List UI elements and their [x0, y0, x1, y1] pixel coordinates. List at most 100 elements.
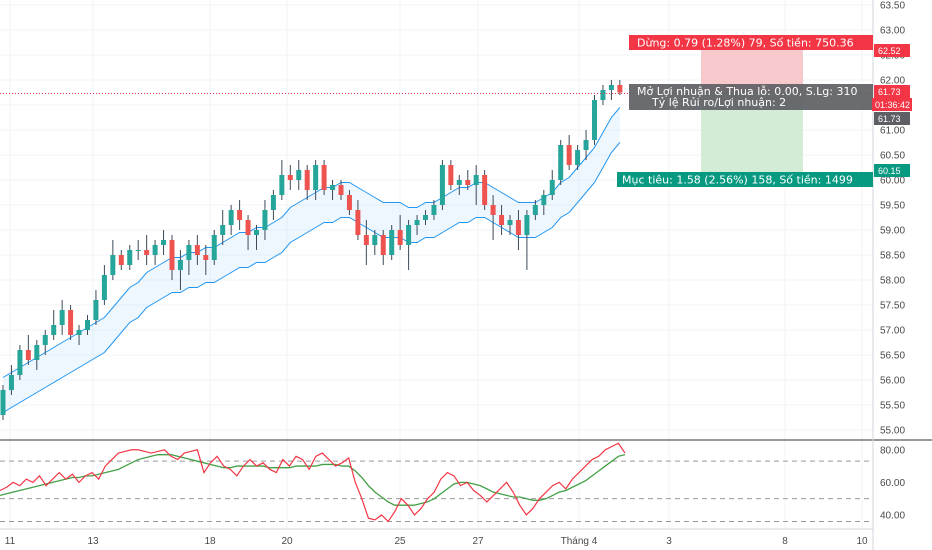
oscillator-tick-label: 40.00 — [880, 510, 905, 521]
candle — [431, 200, 437, 220]
candle — [338, 180, 344, 200]
price-tick-label: 56.50 — [880, 351, 905, 362]
candle — [279, 160, 285, 200]
candle — [566, 135, 572, 170]
candle — [161, 230, 167, 255]
candle — [144, 235, 150, 265]
risk-reward-label: Tỷ lệ Rủi ro/Lợi nhuận: 2 — [651, 96, 786, 109]
price-axis: 55.00 55.50 56.00 56.50 57.00 57.50 58.00 58.50… — [880, 1, 905, 437]
candle — [254, 225, 259, 250]
oscillator-rsi-line — [0, 442, 626, 523]
candlestick-series — [0, 80, 623, 420]
price-tick-label: 56.00 — [880, 376, 905, 387]
candle — [321, 160, 327, 195]
oscillator-ma-line — [0, 454, 626, 506]
candle — [152, 240, 158, 265]
candle — [490, 195, 496, 240]
candle — [499, 205, 505, 235]
candle — [414, 215, 420, 235]
target-price-tag: 60.15 — [878, 166, 901, 176]
candle — [186, 240, 192, 275]
candle — [68, 305, 74, 340]
candle — [42, 330, 48, 355]
time-tick-label: 13 — [87, 536, 99, 547]
candle — [262, 200, 268, 240]
candle — [397, 215, 403, 250]
candle — [524, 210, 530, 270]
candle — [448, 160, 454, 190]
moving-average-band — [2, 107, 621, 413]
candle — [194, 235, 200, 265]
stop-loss-label: Dừng: 0.79 (1.28%) 79, Số tiền: 750.36 — [637, 37, 854, 50]
take-profit-label: Mục tiêu: 1.58 (2.56%) 158, Số tiền: 149… — [622, 174, 853, 187]
candle — [245, 215, 251, 250]
price-tick-label: 62.00 — [880, 76, 905, 87]
candle — [592, 95, 597, 145]
candle — [270, 190, 276, 220]
candle — [93, 290, 99, 325]
price-tick-label: 57.50 — [880, 301, 905, 312]
candle — [228, 205, 234, 235]
oscillator-tick-label: 80.00 — [880, 445, 905, 456]
candle — [406, 220, 412, 270]
candle — [8, 365, 14, 395]
countdown-timer-tag: 01:36:42 — [875, 100, 910, 110]
candle — [389, 225, 395, 260]
candle — [118, 250, 124, 270]
candle — [177, 250, 183, 290]
time-tick-label: 25 — [394, 536, 406, 547]
time-tick-label: 3 — [666, 536, 672, 547]
candle — [558, 140, 564, 185]
lower-band-line — [2, 142, 621, 413]
candle — [575, 145, 581, 170]
time-tick-label: 8 — [782, 536, 788, 547]
upper-band-line — [2, 107, 621, 378]
candle — [51, 310, 57, 340]
candle — [423, 210, 428, 225]
position-labels: Dừng: 0.79 (1.28%) 79, Số tiền: 750.36 M… — [617, 35, 873, 187]
candle — [439, 160, 445, 210]
candle — [355, 200, 361, 240]
price-tick-label: 58.00 — [880, 276, 905, 287]
price-tick-label: 58.50 — [880, 251, 905, 262]
time-tick-label: 18 — [204, 536, 216, 547]
oscillator-panel: 40.00 60.00 80.00 — [0, 442, 905, 523]
candle — [17, 345, 23, 380]
price-tick-label: 57.00 — [880, 326, 905, 337]
time-tick-label: 27 — [472, 536, 484, 547]
candle — [169, 235, 175, 280]
price-tick-label: 63.00 — [880, 26, 905, 37]
candle — [380, 230, 386, 265]
price-tick-label: 63.50 — [880, 1, 905, 12]
candle — [237, 200, 243, 230]
candle — [330, 180, 336, 200]
candle — [363, 220, 369, 265]
candle — [473, 165, 479, 205]
price-tick-label: 55.50 — [880, 401, 905, 412]
candle — [583, 130, 589, 160]
candle — [304, 165, 310, 200]
candle — [507, 215, 513, 235]
price-tags: 62.52 61.73 01:36:42 61.73 60.15 — [872, 44, 912, 177]
candle — [25, 335, 31, 365]
price-tick-label: 60.00 — [880, 176, 905, 187]
candle — [203, 245, 209, 275]
time-tick-label: Tháng 4 — [561, 536, 598, 547]
candle — [220, 210, 226, 245]
candle — [346, 190, 352, 215]
candle — [313, 160, 319, 200]
price-tick-label: 61.00 — [880, 126, 905, 137]
candle — [76, 325, 82, 345]
candle — [135, 240, 141, 260]
time-tick-label: 20 — [281, 536, 293, 547]
candle — [287, 165, 293, 190]
price-tick-label: 60.50 — [880, 151, 905, 162]
price-tick-label: 55.00 — [880, 426, 905, 437]
candle — [465, 170, 471, 190]
candle — [541, 190, 547, 215]
candle — [600, 85, 606, 105]
entry-price-tag: 61.73 — [878, 87, 901, 97]
price-tick-label: 59.50 — [880, 201, 905, 212]
candle — [549, 170, 555, 200]
